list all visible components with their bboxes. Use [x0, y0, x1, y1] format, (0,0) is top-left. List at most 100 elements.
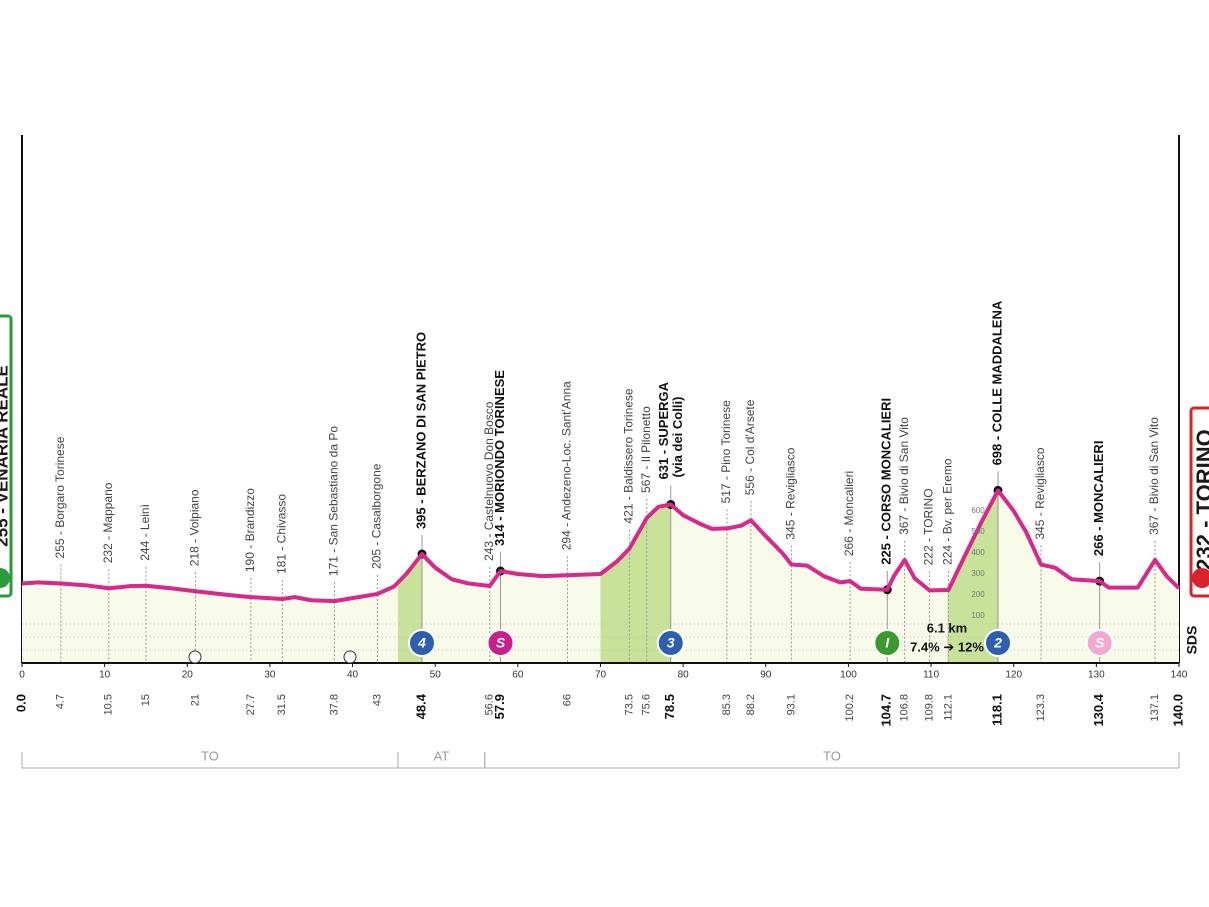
km-label: 56.6: [484, 694, 496, 715]
km-label: 15: [140, 694, 152, 706]
km-label: 27.7: [245, 694, 257, 715]
km-label: 106.8: [899, 694, 911, 722]
km-label: 4.7: [55, 694, 67, 709]
climb-length: 6.1 km: [927, 620, 967, 635]
waypoint-label: 171 - San Sebastiano da Po: [327, 426, 341, 576]
finish-name: 232 - TORINO: [1192, 429, 1209, 570]
region-label: AT: [434, 748, 450, 763]
start-name: 255 - VENARIA REALE: [0, 365, 11, 547]
alt-tick-label: 500: [971, 527, 985, 536]
waypoint-label: 517 - Pino Torinese: [719, 400, 733, 504]
alt-tick-label: 200: [971, 590, 985, 599]
km-label: 75.6: [641, 694, 653, 715]
waypoint-label: 190 - Brandizzo: [243, 488, 257, 572]
waypoint-label: 556 - Col d'Arsete: [743, 399, 757, 495]
marker-text: 4: [417, 635, 426, 651]
waypoint-label: 314 - MORIONDO TORINESE: [492, 370, 507, 546]
km-label: 43: [371, 694, 383, 706]
start-box: [0, 314, 13, 598]
km-label: 37.8: [328, 694, 340, 715]
start-finish: 255 - VENARIA REALE 232 - TORINO: [0, 314, 1209, 598]
waypoint-label: 345 - Revigliasco: [1033, 447, 1047, 539]
km-label: 57.9: [492, 694, 507, 719]
waypoint-label: 232 - Mappano: [101, 482, 115, 563]
waypoint-label: 244 - Leinì: [138, 504, 152, 561]
x-tick-label: 0: [19, 670, 25, 681]
waypoint-label: 567 - Il Pilonetto: [639, 406, 653, 493]
waypoint-label: 222 - TORINO: [922, 488, 936, 565]
km-label: 10.5: [103, 694, 115, 715]
x-tick-label: 140: [1171, 670, 1188, 681]
waypoint-label: 631 - SUPERGA: [656, 381, 671, 479]
km-label: 118.1: [989, 694, 1004, 726]
km-label: 100.2: [844, 694, 856, 722]
x-tick-label: 120: [1005, 670, 1022, 681]
waypoint-label: 266 - Moncalieri: [842, 471, 856, 556]
km-label: 109.8: [923, 694, 935, 722]
x-tick-label: 130: [1088, 670, 1105, 681]
km-label: 140.0: [1170, 694, 1185, 727]
km-label: 88.2: [745, 694, 757, 715]
km-label: 21: [189, 694, 201, 706]
waypoint-sublabel: (via dei Colli): [670, 397, 685, 478]
waypoint-label: 698 - COLLE MADDALENA: [989, 300, 1004, 465]
x-tick-label: 90: [760, 670, 772, 681]
waypoint-label: 421 - Baldissero Torinese: [622, 388, 636, 524]
waypoint-label: 395 - BERZANO DI SAN PIETRO: [413, 332, 428, 529]
marker-text: S: [1095, 635, 1105, 651]
x-tick-label: 20: [182, 670, 194, 681]
marker: [486, 629, 515, 657]
waypoint-label: 224 - Bv. per Eremo: [941, 458, 955, 565]
marker: [984, 629, 1013, 657]
start-icon: [0, 568, 10, 588]
km-label: 137.1: [1149, 694, 1161, 722]
marker: [656, 629, 685, 657]
x-tick-label: 50: [430, 670, 442, 681]
km-label: 104.7: [879, 694, 894, 727]
km-label: 130.4: [1091, 693, 1106, 726]
marker: [873, 629, 902, 657]
marker-text: 2: [993, 635, 1002, 651]
waypoint-label: 205 - Casalborgone: [370, 463, 384, 569]
waypoint-label: 367 - Bivio di San Vito: [897, 417, 911, 535]
waypoint-label: 255 - Borgaro Torinese: [53, 436, 67, 558]
marker: [1085, 629, 1114, 657]
waypoint-label: 367 - Bivio di San Vito: [1147, 417, 1161, 535]
region-label: TO: [823, 748, 841, 763]
km-label: 0.0: [13, 694, 28, 712]
waypoint-label: 218 - Volpiano: [188, 489, 202, 566]
alt-tick-label: 600: [971, 506, 985, 515]
alt-tick-label: 100: [971, 611, 985, 620]
crossing-icon: [343, 650, 357, 664]
x-tick-label: 60: [512, 670, 524, 681]
waypoint-label: 294 - Andezeno-Loc. Sant'Anna: [560, 381, 574, 550]
km-label: 85.3: [721, 694, 733, 715]
x-tick-label: 10: [99, 670, 111, 681]
alt-tick-label: 400: [971, 548, 985, 557]
waypoint-label: 181 - Chivasso: [274, 494, 288, 574]
region-label: TO: [201, 748, 219, 763]
km-label: 73.5: [623, 694, 635, 715]
km-label: 48.4: [413, 693, 428, 719]
finish-icon: [1192, 568, 1209, 588]
marker-text: I: [885, 635, 890, 651]
km-label: 78.5: [662, 694, 677, 719]
x-tick-label: 110: [923, 670, 939, 681]
x-tick-label: 80: [678, 670, 690, 681]
climb-gradient: 7.4% ➔ 12%: [910, 639, 984, 654]
marker: [407, 629, 436, 657]
km-label: 93.1: [785, 694, 797, 715]
waypoint-label: 225 - CORSO MONCALIERI: [879, 398, 894, 565]
logo: SDS: [1184, 626, 1200, 655]
km-label: 123.3: [1035, 694, 1047, 722]
profile-line: [21, 488, 1181, 604]
x-tick-label: 30: [264, 670, 276, 681]
x-tick-label: 40: [347, 670, 359, 681]
marker-text: S: [496, 635, 506, 651]
waypoint-label: 345 - Revigliasco: [784, 447, 798, 539]
km-label: 112.1: [942, 694, 954, 721]
waypoint-label: 266 - MONCALIERI: [1091, 441, 1106, 557]
x-tick-label: 100: [840, 670, 857, 681]
km-label: 66: [561, 694, 573, 706]
